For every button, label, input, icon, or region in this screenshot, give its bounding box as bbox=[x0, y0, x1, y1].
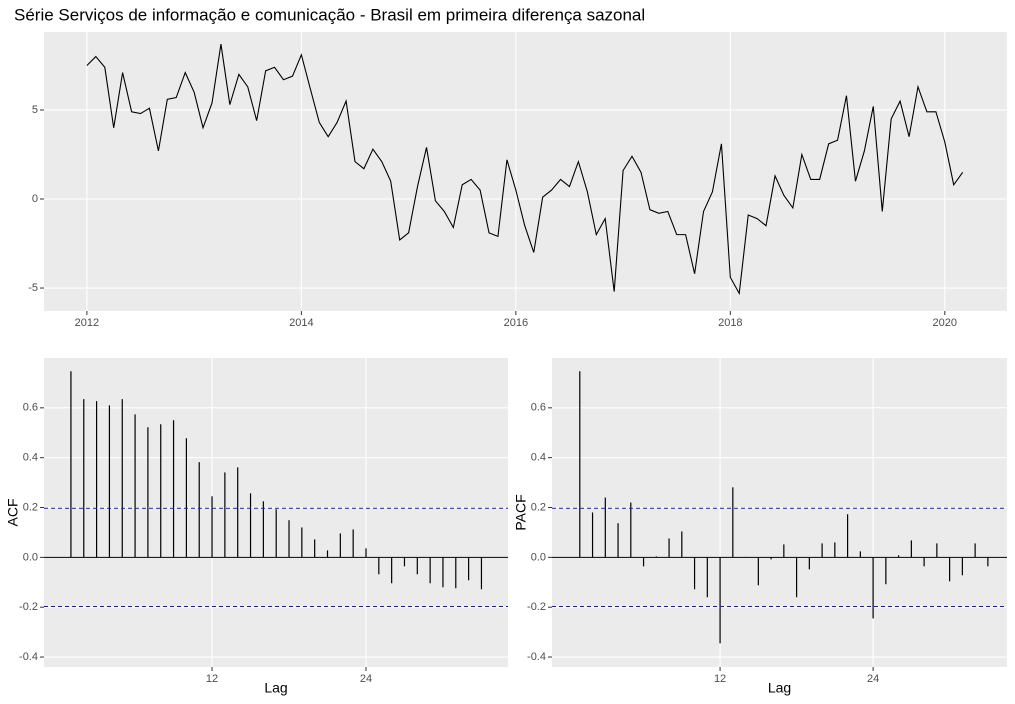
y-tick-label: 0.0 bbox=[531, 551, 546, 563]
y-tick-label: 0 bbox=[32, 193, 38, 205]
y-tick-label: -0.4 bbox=[19, 651, 38, 663]
x-tick-label: 2014 bbox=[289, 317, 313, 329]
chart-title: Série Serviços de informação e comunicaç… bbox=[14, 5, 645, 24]
y-tick-label: 0.0 bbox=[23, 551, 38, 563]
x-tick-label: 24 bbox=[867, 673, 879, 685]
x-axis-title: Lag bbox=[264, 680, 287, 696]
y-tick-label: -5 bbox=[28, 282, 38, 294]
x-tick-label: 2016 bbox=[504, 317, 528, 329]
series-line bbox=[86, 44, 964, 296]
x-axis-title: Lag bbox=[768, 680, 791, 696]
x-tick-label: 2012 bbox=[75, 317, 99, 329]
y-tick-label: 0.6 bbox=[531, 402, 546, 414]
y-tick-label: 0.2 bbox=[531, 501, 546, 513]
x-tick-label: 2018 bbox=[718, 317, 742, 329]
y-tick-label: -0.2 bbox=[19, 601, 38, 613]
x-tick-label: 12 bbox=[206, 673, 218, 685]
y-tick-label: -0.2 bbox=[527, 601, 546, 613]
x-tick-label: 12 bbox=[714, 673, 726, 685]
y-tick-label: 0.4 bbox=[23, 452, 38, 464]
panel-background bbox=[44, 32, 1007, 311]
y-axis-title: PACF bbox=[513, 494, 529, 530]
y-tick-label: 0.2 bbox=[23, 501, 38, 513]
y-tick-label: 0.4 bbox=[531, 452, 546, 464]
y-tick-label: 5 bbox=[32, 104, 38, 116]
y-axis-title: ACF bbox=[5, 499, 21, 527]
panel-background bbox=[552, 358, 1007, 667]
y-tick-label: -0.4 bbox=[527, 651, 546, 663]
x-tick-label: 24 bbox=[360, 673, 372, 685]
y-tick-label: 0.6 bbox=[23, 402, 38, 414]
x-tick-label: 2020 bbox=[933, 317, 957, 329]
